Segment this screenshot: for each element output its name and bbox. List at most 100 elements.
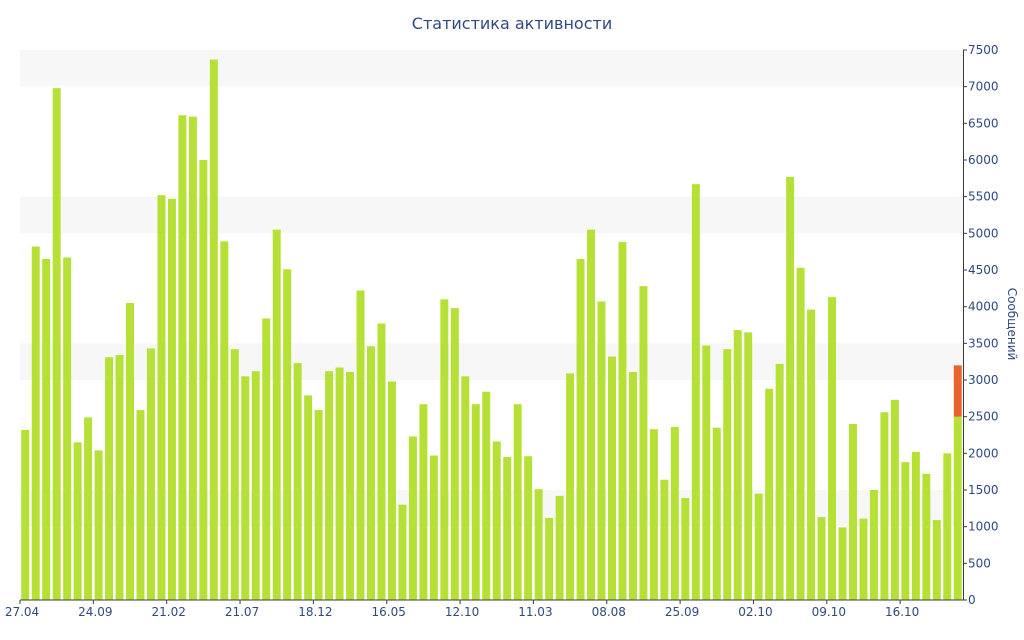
bar [230,349,239,600]
bar [167,198,176,600]
grid-bands [20,50,963,527]
bar [440,299,449,600]
grid-band [20,490,963,527]
bar-highlight [953,365,962,417]
bar [555,495,564,600]
bar [387,381,396,600]
bar [325,371,334,600]
bar [367,346,375,600]
bar [765,388,774,600]
bar [461,376,470,600]
bar [943,453,952,600]
x-tick-label: 18.12 [298,605,332,619]
bar [796,267,805,600]
bar [754,493,763,600]
x-tick-label: 02.10 [738,605,772,619]
x-tick-label: 16.10 [885,605,919,619]
bar [105,357,114,600]
bar [534,489,543,600]
bar [304,395,313,600]
y-tick-label: 500 [968,556,991,570]
x-tick-label: 24.09 [78,605,112,619]
bar [31,246,40,600]
bar [419,404,428,600]
bar [618,242,627,600]
bar [775,363,784,600]
bar [42,259,51,600]
bar [670,426,679,600]
x-tick-label: 08.08 [592,605,626,619]
bar [901,462,910,600]
bar [272,229,281,601]
bar [639,286,648,600]
bar [545,517,554,600]
y-tick-label: 6500 [968,116,999,130]
bar [262,318,271,600]
bar [932,520,941,600]
y-tick-label: 5000 [968,226,999,240]
bar [146,348,155,600]
bar [608,356,616,600]
bar [869,490,878,600]
grid-band [20,196,963,234]
y-tick-label: 4500 [968,263,999,277]
bar [807,309,816,600]
y-axis-label: Сообщений [1005,288,1019,361]
bar [922,473,931,600]
bar [94,450,103,600]
y-tick-label: 1000 [968,520,999,534]
bar [241,376,250,600]
bar [408,436,417,600]
bar [157,195,166,600]
y-tick-label: 6000 [968,153,999,167]
bar [209,59,218,600]
bar [283,269,292,600]
bar [649,429,658,600]
bar [723,349,732,600]
bar [482,391,491,600]
bar [681,498,690,600]
x-tick-label: 25.09 [665,605,699,619]
bar [786,176,795,600]
bar [890,399,899,600]
bar [828,297,837,600]
x-tick-label: 12.10 [445,605,479,619]
x-tick-label: 16.05 [372,605,406,619]
bar [712,427,721,600]
bar [398,504,407,600]
bar [744,332,753,600]
bar [513,404,522,600]
bar [188,116,197,600]
bar [293,363,302,600]
bar [251,371,260,600]
bar [492,441,501,600]
grid-band [20,343,963,380]
bar [702,345,711,600]
y-tick-label: 3500 [968,336,999,350]
bar [178,115,187,601]
bar [691,184,700,600]
bar [346,371,355,600]
y-tick-label: 4000 [968,300,999,314]
bar [429,455,438,600]
y-tick-label: 2000 [968,446,999,460]
grid-band [20,50,963,87]
bar [817,517,826,600]
bar [911,451,920,600]
bar [628,371,637,600]
bar [136,410,145,600]
bar [660,479,669,600]
y-tick-label: 7500 [968,43,999,57]
y-tick-label: 0 [968,593,976,607]
bar [524,456,533,600]
bar [953,416,962,600]
bar [199,160,208,600]
x-tick-label: 09.10 [812,605,846,619]
chart-title: Статистика активности [411,14,613,33]
y-tick-label: 2500 [968,410,999,424]
bar [733,330,742,600]
y-tick-label: 7000 [968,80,999,94]
x-tick-label: 11.03 [518,605,552,619]
y-tick-label: 1500 [968,483,999,497]
